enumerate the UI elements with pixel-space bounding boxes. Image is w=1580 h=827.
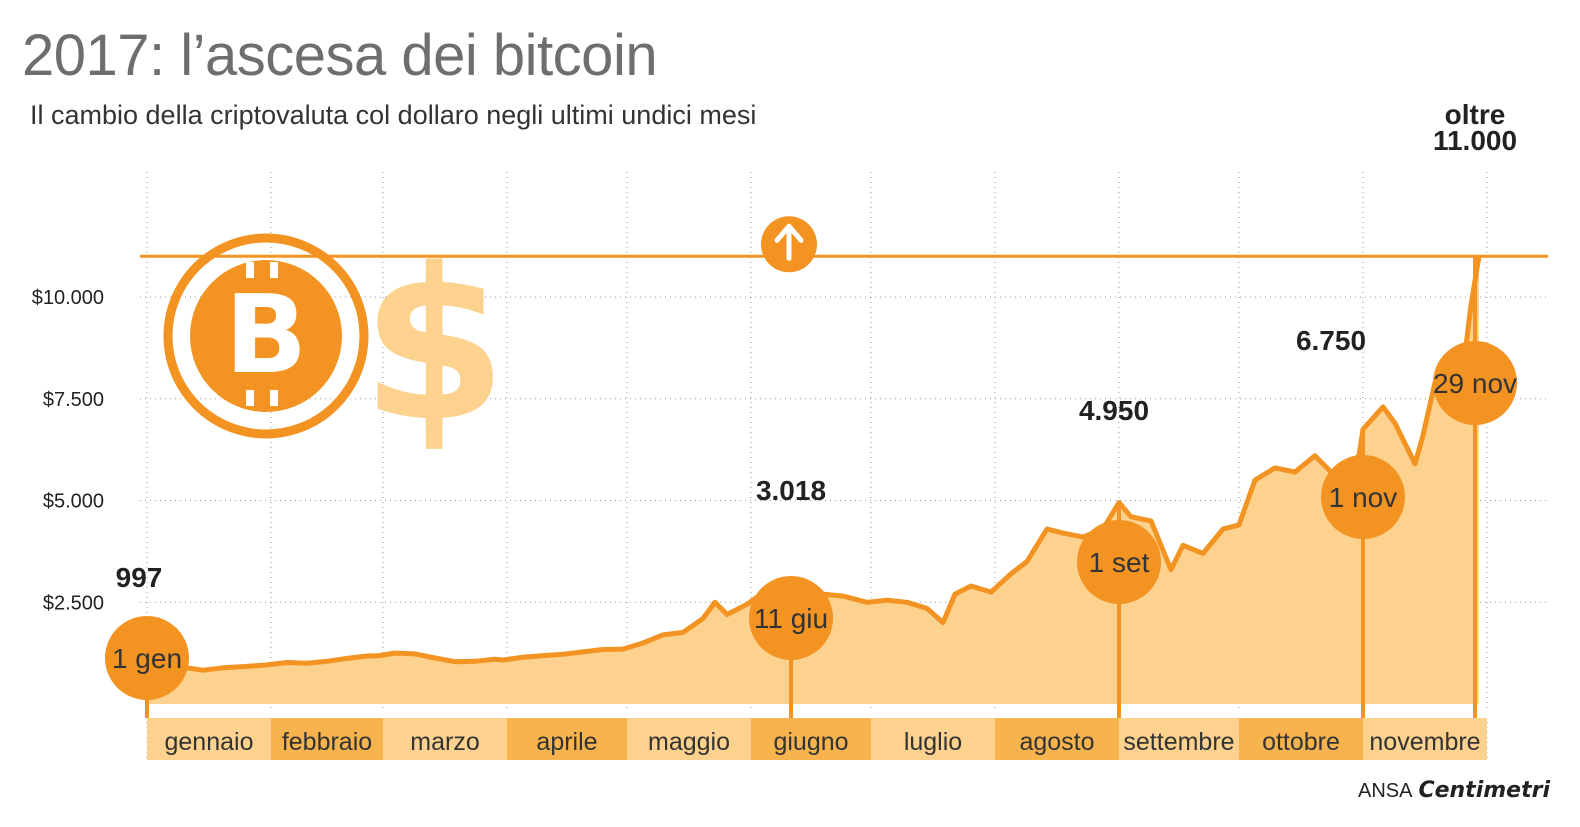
reference-line-layer [140,216,1548,273]
annotation: 11 giu 3.018 [749,475,833,718]
month-label: gennaio [165,728,254,756]
value-label: 997 [116,562,163,593]
y-tick-label: $10.000 [32,287,104,309]
credit-agency: ANSA [1357,780,1413,802]
bitcoin-coin-icon: B [163,233,369,439]
month-label: maggio [648,728,730,756]
month-band [1239,718,1363,760]
date-label: 1 nov [1329,482,1398,513]
y-axis-ticks: $2.500 $5.000 $7.500 $10.000 [32,287,104,614]
month-band [383,718,507,760]
month-band [507,718,627,760]
y-tick-label: $2.500 [43,592,104,614]
date-label: 1 set [1089,547,1150,578]
price-line [146,255,1482,673]
month-band [1363,718,1487,760]
month-label: febbraio [282,728,372,756]
month-label: aprile [536,728,597,756]
month-band [627,718,751,760]
date-marker [1433,341,1517,425]
date-marker [105,616,189,700]
annotation: 1 set 4.950 [1077,395,1161,718]
annotation: 1 nov 6.750 [1296,325,1405,718]
credit: ANSA Centimetri [1358,778,1550,803]
annotations: 1 gen 997 11 giu 3.018 1 set 4.950 1 nov 6.750 2… [105,99,1517,718]
date-marker [749,576,833,660]
month-label: luglio [904,728,962,756]
date-label: 11 giu [754,603,828,634]
month-label: novembre [1369,728,1480,756]
date-label: 1 gen [112,643,182,674]
month-band [271,718,383,760]
month-label: marzo [410,728,479,756]
y-tick-label: $5.000 [43,491,104,513]
date-marker [1321,455,1405,539]
date-label: 29 nov [1433,368,1517,399]
chart-subtitle: Il cambio della criptovaluta col dollaro… [30,100,757,130]
svg-text:$: $ [361,223,507,468]
decorative-icons: B $ [163,223,507,468]
month-band [871,718,995,760]
value-label-prefix: oltre [1445,99,1506,130]
month-band [751,718,871,760]
month-label: giugno [773,728,848,756]
value-label: 4.950 [1079,395,1149,426]
y-tick-label: $7.500 [43,389,104,411]
value-label: 11.000 [1433,125,1517,156]
up-arrow-icon [761,216,817,273]
month-band [147,718,271,760]
chart-title: 2017: l’ascesa dei bitcoin [22,23,658,88]
month-label: agosto [1019,728,1094,756]
month-label: ottobre [1262,728,1340,756]
month-band [1119,718,1239,760]
value-label: 6.750 [1296,325,1366,356]
month-band [995,718,1119,760]
svg-text:B: B [225,273,307,398]
date-marker [1077,520,1161,604]
value-label: 3.018 [756,475,826,506]
month-axis: gennaio febbraio marzo aprile maggio giugno lu… [144,710,1489,760]
annotation: 1 gen 997 [105,562,189,718]
credit-brand: Centimetri [1418,778,1550,803]
month-label: settembre [1123,728,1234,756]
dollar-sign-icon: $ [361,223,507,468]
